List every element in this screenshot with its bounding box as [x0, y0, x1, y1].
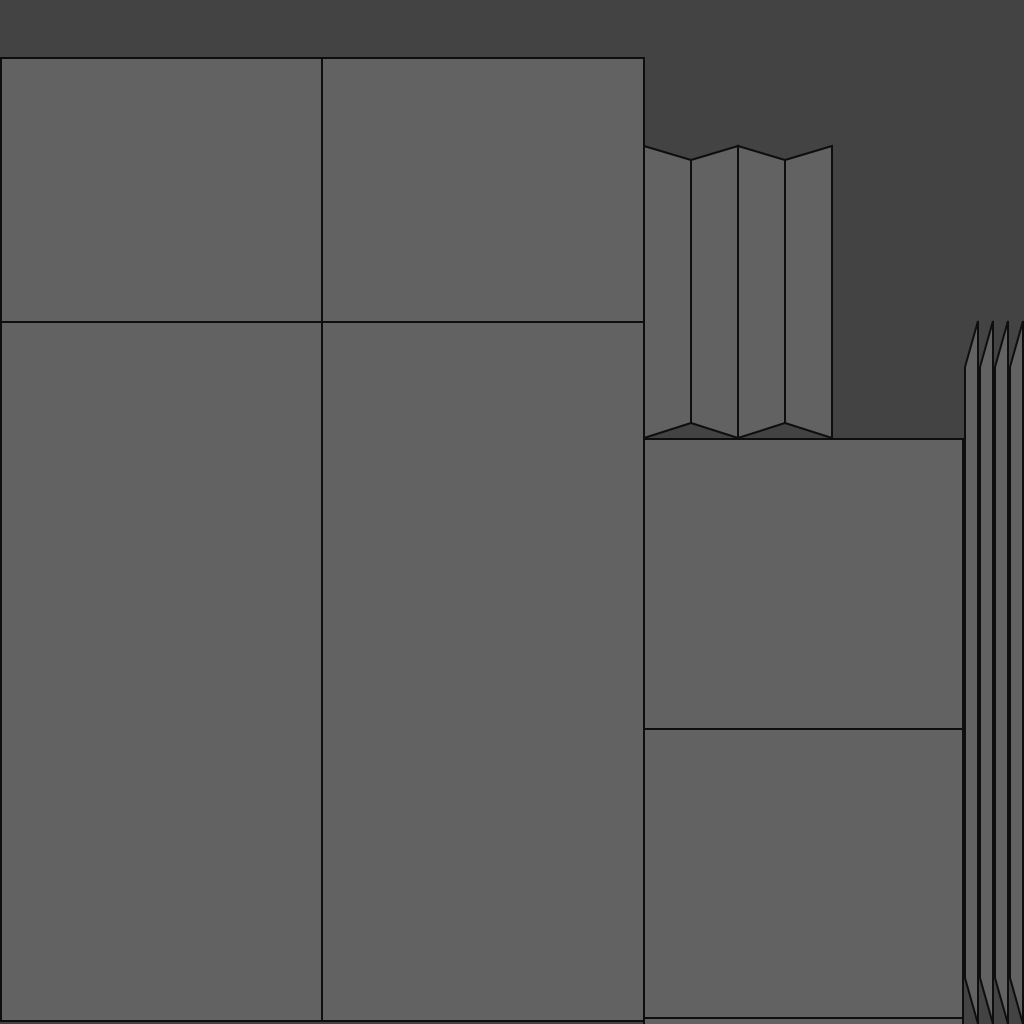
fold-panel-2[interactable]: [690, 144, 739, 440]
island-bottom-middle[interactable]: [321, 321, 645, 1022]
blade-strip-2[interactable]: [979, 320, 994, 1024]
island-bottom-left[interactable]: [0, 321, 323, 1022]
fold-panel-4[interactable]: [784, 144, 833, 440]
island-top-middle[interactable]: [321, 57, 645, 323]
blade-strip-3[interactable]: [994, 320, 1009, 1024]
island-top-left[interactable]: [0, 57, 323, 323]
blade-strip-4[interactable]: [1009, 320, 1024, 1024]
island-right-cutoff[interactable]: [643, 1017, 964, 1024]
blade-strip-1[interactable]: [964, 320, 979, 1024]
island-right-lower[interactable]: [643, 728, 964, 1019]
fold-panel-3[interactable]: [737, 144, 786, 440]
island-right-upper[interactable]: [643, 438, 964, 730]
fold-panel-1[interactable]: [643, 144, 692, 440]
